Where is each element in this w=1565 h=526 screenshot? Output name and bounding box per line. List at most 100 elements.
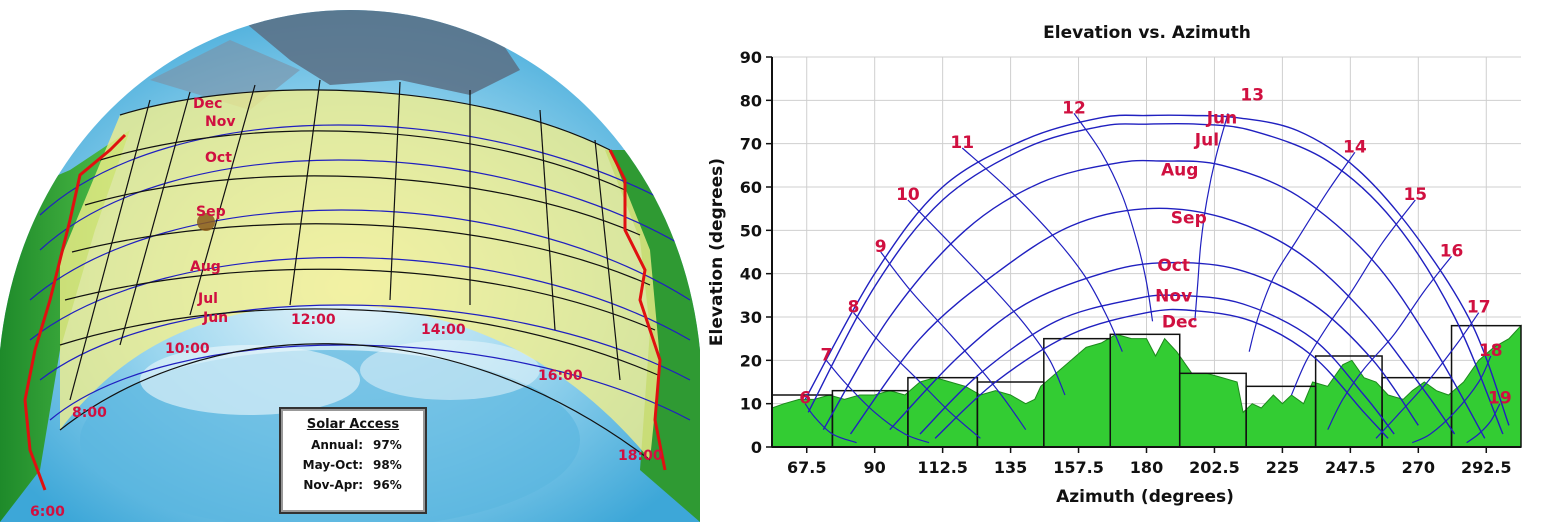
solar-access-label: Nov-Apr:: [303, 478, 363, 492]
y-tick-label: 20: [740, 351, 762, 370]
hour-label: 18: [1479, 341, 1503, 361]
month-label: Jul: [1194, 130, 1219, 150]
sun-path-hour-line: [804, 403, 857, 444]
sun-path-hour-line: [961, 147, 1123, 352]
solar-access-label: May-Oct:: [302, 458, 363, 472]
x-tick-label: 247.5: [1325, 458, 1376, 477]
hour-label: 15: [1403, 185, 1427, 205]
solar-access-title: Solar Access: [306, 417, 400, 432]
sun-path-band: [60, 89, 660, 461]
sun-path-month-curve: [807, 122, 1504, 435]
horizon-outline-left: [23, 133, 127, 491]
hour-label: 17: [1467, 298, 1491, 318]
sun-path-hour-line: [1290, 199, 1416, 396]
hour-label: 8: [848, 298, 860, 318]
sun-path-hour-line: [1375, 312, 1480, 439]
fisheye-hour-label: 14:00: [421, 322, 466, 338]
y-tick-label: 30: [740, 308, 762, 327]
fisheye-hour-label: 8:00: [72, 405, 107, 421]
y-tick-label: 80: [740, 91, 762, 110]
sun-path-hour-line: [825, 359, 930, 444]
solar-access-row: May-Oct: 98%: [281, 458, 425, 472]
sun-path-hour-line: [1466, 403, 1501, 444]
month-label: Dec: [1162, 312, 1198, 332]
x-tick-label: 202.5: [1189, 458, 1240, 477]
sun-path-month-curve: [919, 294, 1395, 435]
fisheye-hour-label: 16:00: [538, 368, 583, 384]
solar-access-label: Annual:: [311, 438, 363, 452]
sun-path-hour-line: [1412, 355, 1492, 444]
solar-access-value: 96%: [373, 478, 402, 492]
fisheye-panel: Dec Nov Oct Sep Aug Jul Jun 6:00 8:00 10…: [0, 0, 700, 522]
hour-label: 7: [820, 345, 832, 365]
hour-label: 13: [1240, 85, 1264, 105]
sun-path-month-curve: [889, 261, 1419, 431]
x-tick-label: 270: [1402, 458, 1435, 477]
fisheye-month-label: Jun: [202, 310, 228, 326]
y-tick-label: 10: [740, 395, 762, 414]
y-tick-label: 70: [740, 135, 762, 154]
y-tick-label: 50: [740, 221, 762, 240]
hour-label: 10: [896, 185, 920, 205]
hour-label: 11: [950, 133, 974, 153]
fisheye-month-label: Aug: [190, 259, 221, 275]
solar-access-value: 98%: [373, 458, 402, 472]
sun-path-hour-line: [1073, 112, 1154, 322]
y-tick-label: 40: [740, 265, 762, 284]
elevation-chart-panel: Elevation vs. Azimuth Azimuth (degrees) …: [700, 0, 1565, 522]
fisheye-month-label: Dec: [193, 96, 222, 112]
sun-path-hour-line: [1194, 113, 1229, 322]
sun-path-hour-line: [1327, 255, 1453, 430]
sun-path-month-curve: [822, 159, 1486, 439]
month-label: Aug: [1161, 161, 1198, 181]
solar-access-row: Nov-Apr: 96%: [281, 478, 425, 492]
solar-access-value: 97%: [373, 438, 402, 452]
hour-label: 12: [1062, 98, 1086, 118]
y-axis-label: Elevation (degrees): [707, 158, 727, 346]
fisheye-image: Dec Nov Oct Sep Aug Jul Jun 6:00 8:00 10…: [0, 10, 700, 522]
x-tick-label: 112.5: [917, 458, 968, 477]
fisheye-hour-label: 10:00: [165, 341, 210, 357]
sun-path-month-curve: [849, 207, 1456, 435]
sun-path-month-curve: [804, 114, 1510, 426]
x-tick-label: 225: [1266, 458, 1299, 477]
fisheye-month-label: Oct: [205, 150, 232, 166]
month-label: Nov: [1155, 286, 1192, 306]
fisheye-hour-grid: [59, 79, 659, 461]
x-tick-label: 157.5: [1053, 458, 1104, 477]
solar-access-box: Solar Access Annual: 97% May-Oct: 98% No…: [279, 407, 427, 514]
fisheye-hour-label: 6:00: [30, 504, 65, 520]
hour-label: 16: [1440, 241, 1464, 261]
month-label: Oct: [1157, 256, 1190, 276]
sun-path-hour-line: [1248, 151, 1356, 352]
x-tick-label: 67.5: [787, 458, 826, 477]
hour-label: 6: [799, 389, 811, 409]
month-label: Jun: [1206, 109, 1238, 129]
x-axis-label: Azimuth (degrees): [1056, 487, 1234, 507]
hour-label: 14: [1343, 137, 1367, 157]
fisheye-month-label: Nov: [205, 114, 235, 130]
building-silhouette: [230, 10, 520, 95]
elevation-chart: Elevation vs. Azimuth Azimuth (degrees) …: [707, 23, 1522, 507]
fisheye-hour-label: 18:00: [618, 448, 663, 464]
hour-label: 9: [875, 237, 887, 257]
x-tick-label: 135: [994, 458, 1027, 477]
chart-title: Elevation vs. Azimuth: [1043, 23, 1251, 43]
hour-label: 19: [1488, 389, 1512, 409]
fisheye-hour-label: 12:00: [291, 312, 336, 328]
sun-path-hour-line: [880, 251, 1027, 431]
sun-path-hour-line: [853, 312, 981, 439]
fisheye-month-label: Jul: [197, 291, 218, 307]
month-label: Sep: [1171, 208, 1207, 228]
fisheye-month-label: Sep: [196, 204, 226, 220]
horizon-outline-right: [608, 149, 667, 471]
x-tick-label: 180: [1130, 458, 1163, 477]
solar-access-row: Annual: 97%: [281, 438, 425, 452]
y-tick-label: 0: [751, 438, 762, 457]
sun-path-month-curve: [934, 308, 1389, 439]
y-tick-label: 60: [740, 178, 762, 197]
x-tick-label: 90: [864, 458, 886, 477]
fisheye-month-arcs: [29, 124, 691, 421]
sun-path-hour-line: [907, 199, 1066, 396]
sun-marker: [197, 213, 215, 231]
